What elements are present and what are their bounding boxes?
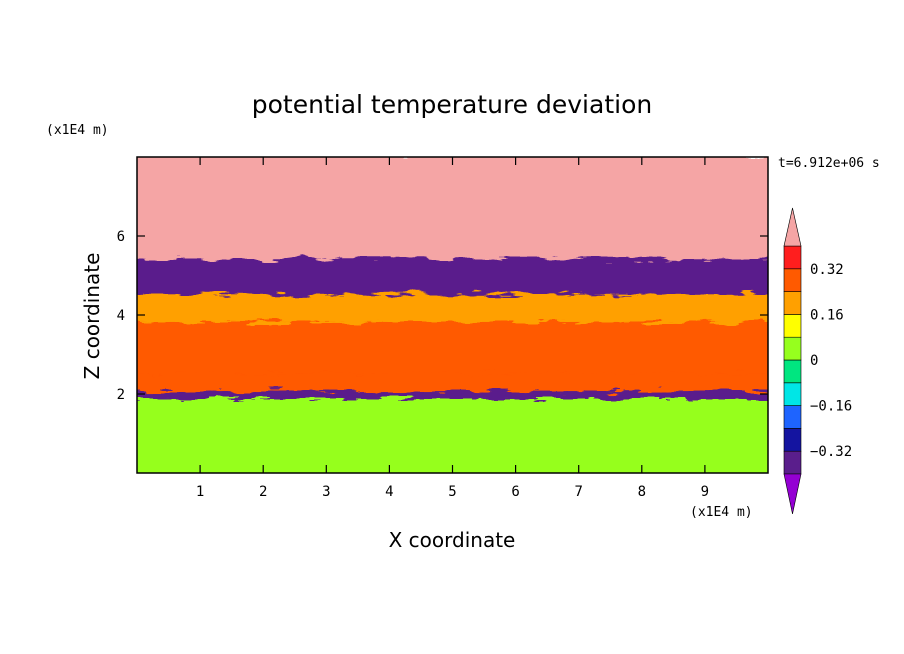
field-band — [137, 252, 768, 295]
time-label: t=6.912e+06 s — [778, 156, 880, 171]
colorbar: 0.32 0.16 0 −0.16 −0.32 — [783, 207, 852, 515]
colorbar-box — [783, 336, 802, 361]
colorbar-extend-high — [783, 207, 802, 247]
colorbar-tick-label: 0 — [810, 353, 818, 369]
x-tick-label: 2 — [259, 484, 267, 500]
colorbar-box — [783, 245, 802, 270]
x-unit-label: (x1E4 m) — [690, 505, 753, 520]
y-tick-label: 4 — [117, 308, 125, 324]
colorbar-box — [783, 405, 802, 429]
colorbar-tick-label: 0.32 — [810, 262, 844, 278]
x-tick-label: 8 — [638, 484, 646, 500]
chart-title: potential temperature deviation — [252, 90, 652, 119]
colorbar-box — [783, 291, 802, 315]
colorbar-box — [783, 450, 802, 475]
y-unit-label: (x1E4 m) — [46, 123, 109, 138]
x-tick-label: 5 — [448, 484, 456, 500]
x-tick-label: 7 — [574, 484, 582, 500]
colorbar-box — [783, 359, 802, 384]
y-axis-ticks: 2 4 6 — [117, 229, 768, 403]
contour-field — [137, 157, 768, 473]
colorbar-tick-label: 0.16 — [810, 307, 844, 323]
x-tick-label: 3 — [322, 484, 330, 500]
x-tick-label: 9 — [701, 484, 709, 500]
colorbar-box — [783, 382, 802, 406]
x-axis-ticks: 1 2 3 4 5 6 7 8 9 — [196, 157, 709, 500]
field-band — [137, 157, 768, 259]
colorbar-box — [783, 314, 802, 338]
x-tick-label: 1 — [196, 484, 204, 500]
y-axis-label: Z coordinate — [80, 253, 104, 380]
y-tick-label: 6 — [117, 229, 125, 245]
x-axis-label: X coordinate — [389, 528, 516, 552]
x-tick-label: 6 — [511, 484, 519, 500]
colorbar-extend-low — [783, 473, 802, 515]
colorbar-tick-label: −0.16 — [810, 399, 852, 415]
x-tick-label: 4 — [385, 484, 393, 500]
colorbar-box — [783, 428, 802, 452]
colorbar-tick-label: −0.32 — [810, 444, 852, 460]
colorbar-box — [783, 268, 802, 292]
y-tick-label: 2 — [117, 387, 125, 403]
field-band — [137, 392, 768, 473]
